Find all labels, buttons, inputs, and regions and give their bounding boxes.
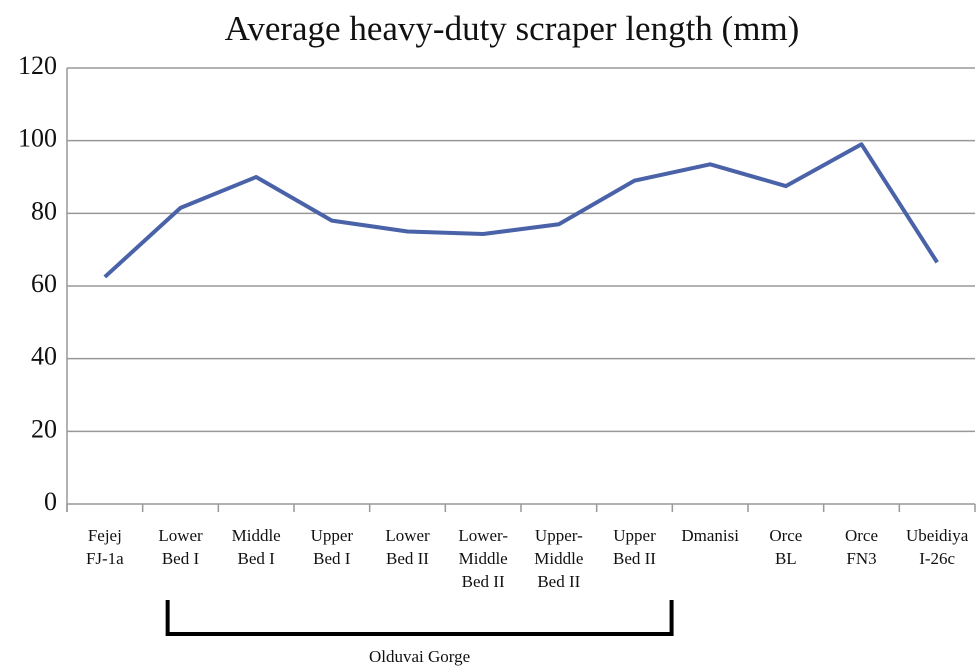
annotation: Olduvai Gorge bbox=[369, 647, 470, 666]
x-tick-label: Upper bbox=[311, 526, 354, 545]
x-tick-label: Lower- bbox=[458, 526, 508, 545]
x-tick-label: Bed II bbox=[462, 572, 505, 591]
y-tick-label: 80 bbox=[31, 196, 57, 225]
x-tick-label: Bed II bbox=[613, 549, 656, 568]
x-tick-label: I-26c bbox=[919, 549, 955, 568]
x-tick-label: Ubeidiya bbox=[906, 526, 969, 545]
x-tick-label: FJ-1a bbox=[86, 549, 124, 568]
x-tick-label: Bed II bbox=[386, 549, 429, 568]
x-tick-label: FN3 bbox=[846, 549, 876, 568]
x-tick-label: Middle bbox=[459, 549, 508, 568]
chart-title: Average heavy-duty scraper length (mm) bbox=[225, 9, 800, 48]
x-tick-label: Lower bbox=[158, 526, 203, 545]
y-tick-label: 120 bbox=[18, 51, 57, 80]
x-tick-label: Middle bbox=[534, 549, 583, 568]
x-tick-label: Middle bbox=[232, 526, 281, 545]
x-tick-label: Orce bbox=[845, 526, 878, 545]
x-tick-label: Bed I bbox=[162, 549, 200, 568]
x-tick-label: Dmanisi bbox=[681, 526, 739, 545]
x-tick-label: Bed II bbox=[537, 572, 580, 591]
bracket bbox=[165, 600, 674, 636]
line bbox=[103, 142, 939, 279]
x-tick-label: Upper- bbox=[535, 526, 583, 545]
x-tick-label: Bed I bbox=[238, 549, 276, 568]
y-tick-label: 60 bbox=[31, 269, 57, 298]
y-tick-label: 40 bbox=[31, 342, 57, 371]
x-tick-label: Upper bbox=[613, 526, 656, 545]
x-tick-label: Orce bbox=[769, 526, 802, 545]
y-tick-label: 0 bbox=[44, 487, 57, 516]
x-tick-label: Lower bbox=[385, 526, 430, 545]
x-tick-label: Bed I bbox=[313, 549, 351, 568]
x-tick-label: Fejej bbox=[88, 526, 122, 545]
x-tick-label: BL bbox=[775, 549, 797, 568]
y-tick-label: 20 bbox=[31, 414, 57, 443]
y-tick-label: 100 bbox=[18, 124, 57, 153]
